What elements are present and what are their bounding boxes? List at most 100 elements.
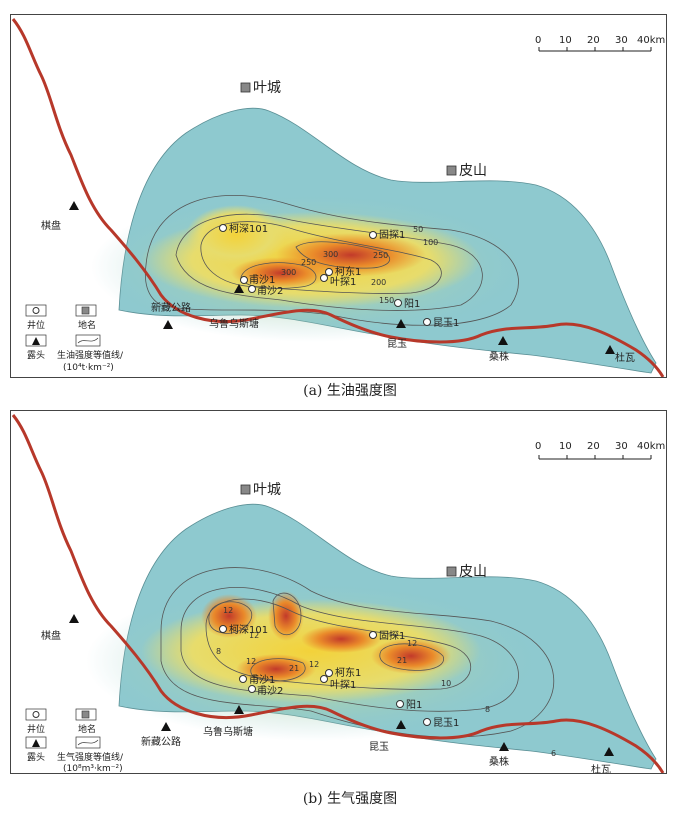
outcrops: 棋盘 新藏公路 乌鲁乌斯塘 昆玉 桑株 杜瓦 [41, 201, 635, 364]
contour-label: 200 [371, 278, 386, 287]
svg-text:柯深101: 柯深101 [229, 222, 268, 235]
wells: 柯深101 固探1 柯东1 叶探1 甫沙1 甫沙2 阳1 昆玉1 [219, 222, 459, 329]
scale-bar: 0 10 20 30 40km [535, 441, 665, 460]
high-zone-n [268, 591, 304, 641]
well-fusha1: 甫沙1 [240, 273, 275, 286]
legend-place: 地名 [78, 723, 96, 735]
outcrop-duwa: 杜瓦 [605, 345, 635, 364]
svg-text:杜瓦: 杜瓦 [615, 351, 635, 364]
contour-label: 250 [301, 258, 316, 267]
svg-text:固探1: 固探1 [379, 228, 405, 241]
triangle-icon [163, 320, 173, 329]
contour-label: 12 [309, 660, 319, 669]
well-keshen101: 柯深101 [219, 222, 268, 235]
high-zone-e [371, 638, 451, 674]
triangle-icon [32, 739, 40, 747]
triangle-icon [234, 284, 244, 293]
legend: 井位 地名 露头 生气强度等值线/ (10⁸m³·km⁻²) [25, 708, 124, 773]
well-fusha1: 甫沙1 [239, 673, 275, 686]
svg-text:叶探1: 叶探1 [330, 678, 356, 691]
triangle-icon [396, 720, 406, 729]
svg-text:叶探1: 叶探1 [330, 275, 356, 288]
svg-text:棋盘: 棋盘 [41, 629, 61, 642]
svg-text:柯深101: 柯深101 [229, 623, 268, 636]
triangle-icon [234, 705, 244, 714]
contour-label: 10 [441, 679, 451, 688]
svg-text:桑株: 桑株 [489, 755, 509, 768]
well-yang1: 阳1 [396, 699, 422, 711]
triangle-icon [32, 337, 40, 345]
place-yecheng: 叶城 [240, 482, 281, 498]
svg-text:柯东1: 柯东1 [335, 666, 361, 679]
svg-text:10: 10 [559, 441, 572, 452]
contour-label: 21 [397, 656, 407, 665]
wells: 柯深101 固探1 柯东1 叶探1 甫沙1 甫沙2 阳1 昆玉1 [219, 623, 459, 729]
caption-oil: (a) 生油强度图 [303, 383, 397, 399]
well-kedong1: 柯东1 [325, 666, 361, 679]
outcrop-kunyu: 昆玉 [387, 319, 407, 350]
square-icon [81, 710, 90, 719]
place-label: 叶城 [253, 80, 281, 96]
circle-icon [320, 274, 328, 282]
svg-text:新藏公路: 新藏公路 [141, 735, 181, 748]
svg-text:甫沙1: 甫沙1 [249, 673, 275, 686]
svg-text:30: 30 [615, 35, 628, 46]
svg-text:乌鲁乌斯塘: 乌鲁乌斯塘 [203, 725, 253, 738]
contour-label: 150 [379, 296, 394, 305]
svg-text:固探1: 固探1 [379, 629, 405, 642]
contour-label: 21 [289, 664, 299, 673]
place-icon [240, 484, 251, 495]
circle-icon [369, 231, 377, 239]
contour-labels: 12 8 12 12 21 12 12 21 10 8 6 [216, 606, 556, 758]
svg-text:甫沙2: 甫沙2 [257, 684, 283, 697]
circle-icon [32, 711, 40, 718]
circle-icon [320, 675, 328, 683]
well-fusha2: 甫沙2 [248, 284, 283, 297]
svg-text:桑株: 桑株 [489, 350, 509, 363]
svg-text:昆玉1: 昆玉1 [433, 317, 459, 329]
circle-icon [248, 685, 256, 693]
mid-zone-west [186, 205, 286, 265]
contour-label: 6 [551, 749, 556, 758]
triangle-icon [605, 345, 615, 354]
legend-contour-2: (10⁸m³·km⁻²) [63, 764, 123, 773]
contour-icon [77, 337, 99, 344]
square-icon [81, 306, 90, 315]
svg-text:甫沙2: 甫沙2 [257, 284, 283, 297]
circle-icon [423, 718, 431, 726]
contour-label: 12 [223, 606, 233, 615]
high-zone-c [301, 625, 381, 653]
contour-label: 12 [407, 639, 417, 648]
legend-outcrop: 露头 [27, 350, 45, 361]
well-yang1: 阳1 [394, 298, 420, 310]
oil-intensity-map: 50 100 250 300 250 200 150 300 叶城 皮山 棋盘 … [11, 18, 665, 377]
circle-icon [325, 268, 333, 276]
svg-text:20: 20 [587, 35, 600, 46]
triangle-icon [396, 319, 406, 328]
place-label: 皮山 [459, 163, 487, 179]
triangle-icon [69, 614, 79, 623]
well-gutan1: 固探1 [369, 228, 405, 241]
place-label: 叶城 [253, 482, 281, 498]
svg-text:昆玉1: 昆玉1 [433, 717, 459, 729]
svg-text:乌鲁乌斯塘: 乌鲁乌斯塘 [209, 317, 259, 330]
legend-contour-2: (10⁴t·km⁻²) [63, 363, 114, 373]
svg-text:昆玉: 昆玉 [387, 338, 407, 350]
contour-lines [160, 567, 555, 738]
well-yetan1: 叶探1 [320, 675, 356, 691]
svg-text:20: 20 [587, 441, 600, 452]
place-pishan: 皮山 [446, 564, 487, 580]
outcrop-sangzhu: 桑株 [489, 336, 509, 363]
circle-icon [219, 224, 227, 232]
place-icon [446, 165, 457, 176]
legend-well: 井位 [27, 723, 45, 735]
outcrop-qipan: 棋盘 [41, 201, 79, 232]
well-keshen101: 柯深101 [219, 623, 268, 636]
svg-text:0: 0 [535, 35, 541, 46]
svg-text:杜瓦: 杜瓦 [591, 763, 611, 773]
svg-text:新藏公路: 新藏公路 [151, 301, 191, 314]
triangle-icon [499, 742, 509, 751]
well-kedong1: 柯东1 [325, 265, 361, 278]
outcrop-xinzang: 新藏公路 [151, 301, 191, 329]
well-yetan1: 叶探1 [320, 274, 356, 288]
